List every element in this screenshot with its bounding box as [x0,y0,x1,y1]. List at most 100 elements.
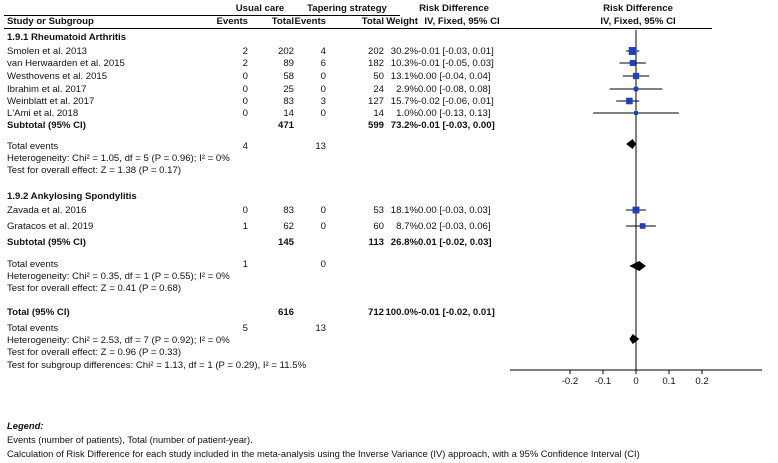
row-6-e2: 0 [320,108,326,119]
row-18-t2: 712 [367,307,384,318]
row-2-ci: -0.01 [-0.05, 0.03] [418,58,494,69]
row-15-e1: 1 [242,259,248,270]
row-3-e2: 0 [320,71,326,82]
row-17-study: Test for overall effect: Z = 0.41 (P = 0… [7,283,182,294]
row-20-study: Heterogeneity: Chi² = 2.53, df = 7 (P = … [7,335,230,346]
row-3-t1: 58 [283,71,294,82]
rd-header: Risk Difference [419,3,489,14]
row-5-study: Weinblatt et al. 2017 [7,96,95,107]
x-tick-label-2: 0 [633,376,638,387]
row-7-study: Subtotal (95% CI) [7,120,86,131]
summary-diamond-0 [626,139,636,149]
row-2-w: 10.3% [390,58,418,69]
study-marker-6 [632,206,640,214]
x-tick-label-3: 0.1 [662,376,675,387]
study-column-header: Study or Subgroup [7,16,94,27]
row-13-t2: 60 [373,221,384,232]
summary-diamond-1 [629,261,646,271]
group2-rule [300,15,400,16]
row-5-e2: 3 [320,96,326,107]
weight-header: Weight [386,16,418,27]
row-1-e2: 4 [320,46,326,57]
study-marker-1 [629,60,636,66]
row-12-e2: 0 [320,205,326,216]
row-18-w: 100.0% [385,307,418,318]
row-5-t2: 127 [367,96,384,107]
row-14-w: 26.8% [390,237,418,248]
study-marker-3 [633,86,639,92]
study-marker-2 [632,72,640,80]
row-11-study: 1.9.2 Ankylosing Spondylitis [7,191,137,202]
legend-line-1: Events (number of patients), Total (numb… [7,434,253,445]
row-19-e2: 13 [315,323,326,334]
study-marker-7 [639,223,646,229]
x-tick-label-1: -0.1 [595,376,612,387]
row-3-t2: 50 [373,71,384,82]
row-13-w: 8.7% [396,221,418,232]
row-2-study: van Herwaarden et al. 2015 [7,58,125,69]
row-13-study: Gratacos et al. 2019 [7,221,94,232]
row-8-study: Total events [7,141,59,152]
group1-header: Usual care [235,3,285,14]
row-1-ci: -0.01 [-0.03, 0.01] [418,46,494,57]
row-13-e2: 0 [320,221,326,232]
summary-diamond-2 [629,334,640,344]
row-1-t1: 202 [277,46,294,57]
row-4-study: Ibrahim et al. 2017 [7,84,87,95]
row-2-t1: 89 [283,58,294,69]
row-7-t1: 471 [277,120,294,131]
row-19-study: Total events [7,323,59,334]
row-13-t1: 62 [283,221,294,232]
row-4-t2: 24 [373,84,384,95]
row-7-w: 73.2% [390,120,418,131]
header-rule [4,28,712,29]
row-12-w: 18.1% [390,205,418,216]
row-3-e1: 0 [242,71,248,82]
row-6-w: 1.0% [396,108,418,119]
row-3-w: 13.1% [390,71,418,82]
study-marker-5 [634,111,638,115]
x-tick-label-0: -0.2 [562,376,579,387]
row-4-e1: 0 [242,84,248,95]
row-6-t2: 14 [373,108,384,119]
row-14-t2: 113 [368,237,384,248]
total2-header: Total [361,16,384,27]
row-15-e2: 0 [320,259,326,270]
plot-header: Risk Difference [603,3,673,14]
row-7-t2: 599 [367,120,384,131]
row-0-study: 1.9.1 Rheumatoid Arthritis [7,32,127,43]
legend-title: Legend: [7,420,44,431]
row-3-ci: 0.00 [-0.04, 0.04] [418,71,491,82]
row-13-e1: 1 [242,221,248,232]
row-5-t1: 83 [283,96,294,107]
group1-rule [4,15,300,16]
row-18-t1: 616 [277,307,294,318]
row-12-e1: 0 [242,205,248,216]
row-9-study: Heterogeneity: Chi² = 1.05, df = 5 (P = … [7,153,230,164]
row-7-ci: -0.01 [-0.03, 0.00] [418,120,495,131]
row-6-e1: 0 [242,108,248,119]
row-21-study: Test for overall effect: Z = 0.96 (P = 0… [7,347,182,358]
events1-header: Events [216,16,248,27]
row-14-study: Subtotal (95% CI) [7,237,86,248]
study-marker-0 [628,47,637,55]
row-6-study: L'Ami et al. 2018 [7,108,79,119]
legend-line-2: Calculation of Risk Difference for each … [7,448,640,459]
row-10-study: Test for overall effect: Z = 1.38 (P = 0… [7,165,182,176]
group2-header: Tapering strategy [307,3,387,14]
row-1-study: Smolen et al. 2013 [7,46,88,57]
row-8-e1: 4 [242,141,248,152]
row-22-study: Test for subgroup differences: Chi² = 1.… [7,360,307,371]
total1-header: Total [271,16,294,27]
row-14-t1: 145 [277,237,294,248]
row-18-ci: -0.01 [-0.02, 0.01] [418,307,495,318]
row-5-w: 15.7% [390,96,418,107]
row-12-t1: 83 [283,205,294,216]
row-6-t1: 14 [283,108,294,119]
row-12-study: Zavada et al. 2016 [7,205,87,216]
study-marker-4 [626,97,633,105]
row-14-ci: 0.01 [-0.02, 0.03] [418,237,492,248]
row-4-ci: 0.00 [-0.08, 0.08] [418,84,491,95]
